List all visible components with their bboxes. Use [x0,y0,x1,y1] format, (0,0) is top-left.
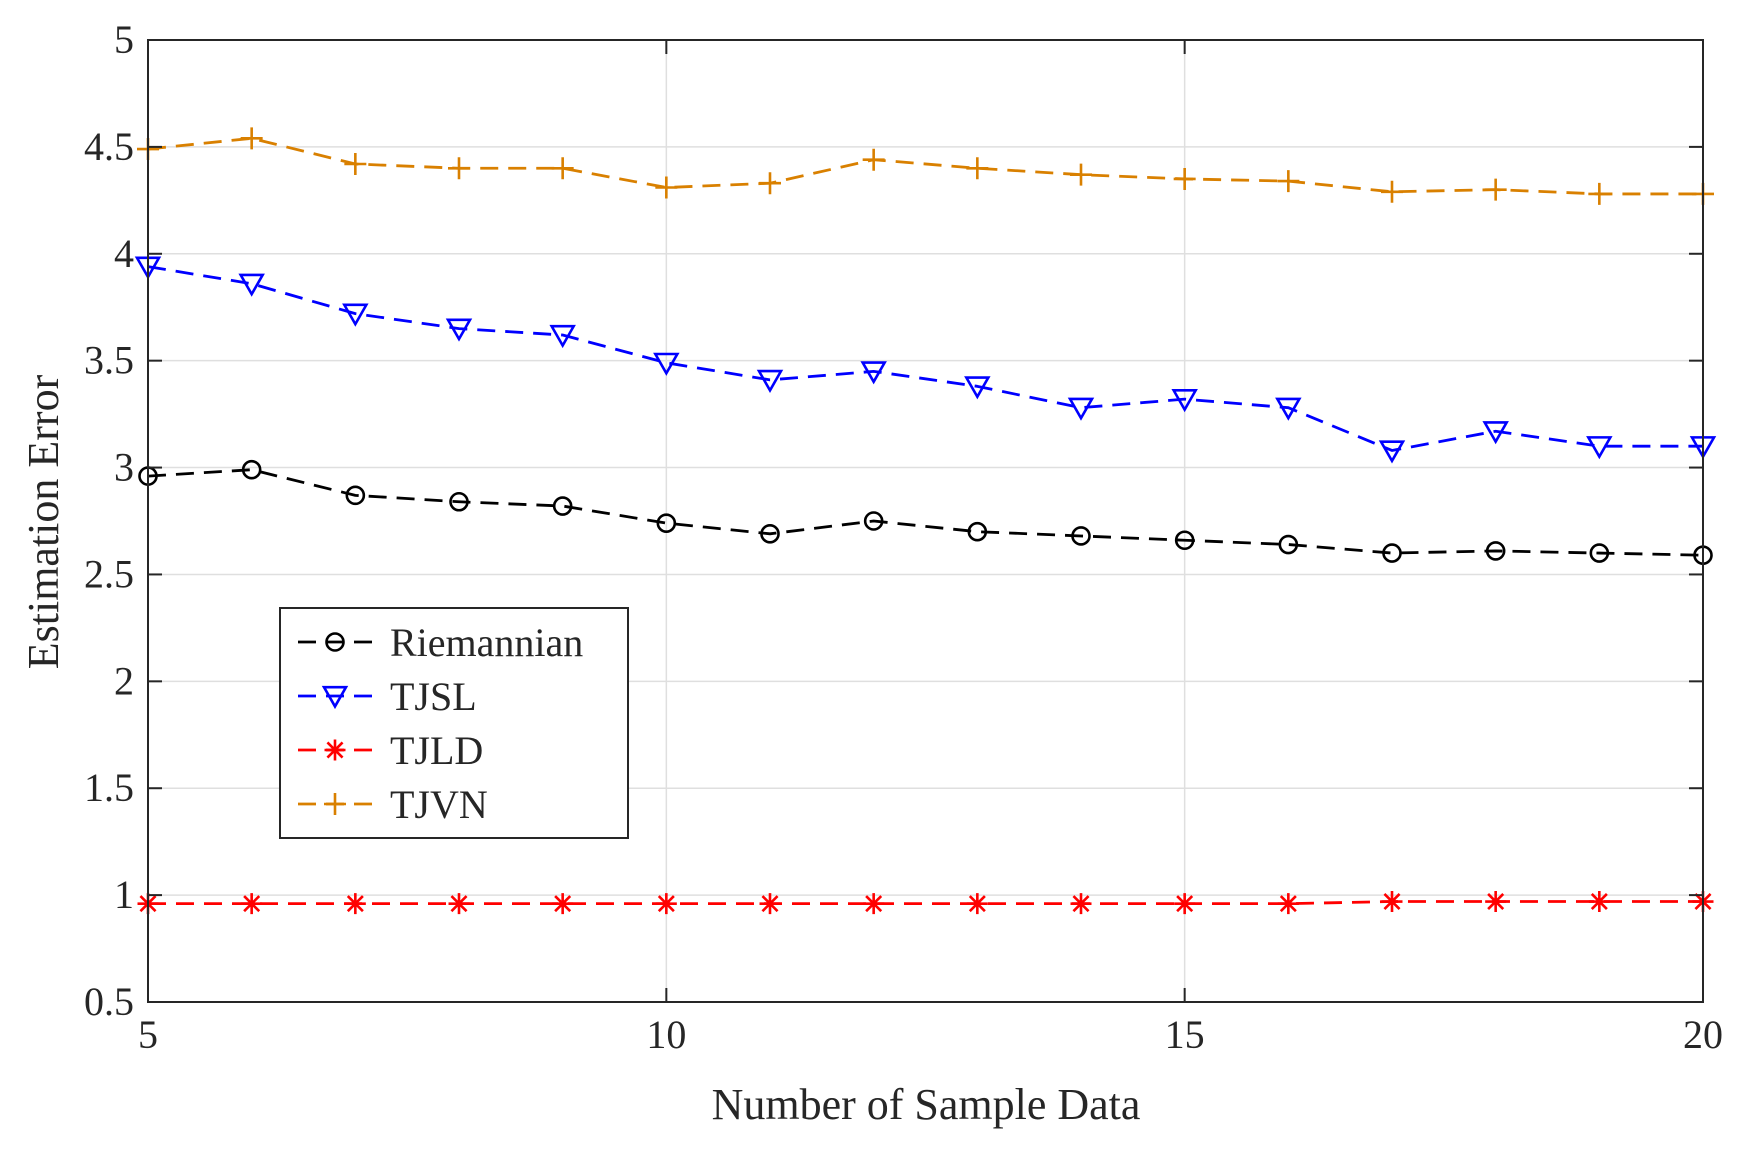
legend-label: Riemannian [390,620,583,665]
asterisk-marker [344,893,366,915]
asterisk-marker [1485,891,1507,913]
plus-marker [448,157,470,180]
plus-marker [324,793,346,815]
tick-labels: 5 10 15 20 0.5 1 1.5 2 2.5 3 3.5 4 4.5 5 [84,17,1723,1057]
triangle-marker [342,303,369,327]
triangle-marker [1482,421,1509,445]
y-tick-label: 0.5 [84,979,134,1024]
triangle-marker [860,361,887,385]
series-riemannian [138,459,1713,566]
triangle-marker [653,352,680,376]
asterisk-marker [1381,891,1403,913]
plus-marker [1173,167,1196,190]
plus-marker [1070,163,1092,186]
circle-marker [1382,543,1402,563]
plot-area-border [147,39,1704,1003]
y-tick-label: 4.5 [84,124,134,169]
plus-marker [1381,180,1403,203]
x-tick-label: 10 [646,1012,686,1057]
circle-marker [1071,526,1091,546]
y-tick-label: 4 [114,231,134,276]
plus-marker [759,172,781,195]
legend-box [279,607,629,839]
triangle-marker [238,273,265,297]
legend: Riemannian TJSL TJLD TJVN [279,607,629,839]
legend-label: TJLD [390,728,483,773]
plus-marker [655,176,678,199]
x-tick-label: 15 [1165,1012,1205,1057]
circle-marker [552,496,573,516]
series-line [147,265,1703,452]
triangle-marker [756,369,784,393]
asterisk-marker [324,739,346,761]
triangle-marker [1171,389,1198,413]
circle-marker [760,524,780,544]
y-axis-title: Estimation Error [19,374,68,669]
plus-marker [344,152,367,175]
asterisk-marker [759,893,781,915]
plus-marker [551,157,574,180]
plus-marker [966,157,989,180]
plus-marker [240,127,263,150]
circle-marker [656,513,677,533]
y-tick-label: 3 [114,445,134,490]
triangle-marker [1586,436,1613,460]
asterisk-marker [1174,893,1196,915]
x-tick-label: 5 [138,1012,158,1057]
circle-marker [241,459,262,480]
plus-marker [1484,178,1507,201]
legend-item: Riemannian [298,620,583,665]
asterisk-marker [1070,893,1092,915]
triangle-marker [445,318,473,342]
triangle-marker [1275,397,1302,421]
x-axis-title: Number of Sample Data [712,1080,1141,1129]
y-tick-label: 1 [114,872,134,917]
circle-marker [449,491,469,512]
circle-marker [1278,534,1299,555]
legend-label: TJVN [390,782,488,827]
triangle-marker [549,324,576,349]
plus-marker [1277,170,1300,193]
series-line [147,468,1704,557]
asterisk-marker [448,893,470,915]
circle-marker [1589,543,1610,563]
plot-frame [147,39,1704,1003]
y-tick-label: 2 [114,658,134,703]
series-line [148,900,1703,906]
circle-marker [1485,541,1506,561]
asterisk-marker [241,893,263,915]
y-tick-label: 5 [114,17,134,62]
plus-marker [862,148,885,171]
series-tjsl [134,256,1717,464]
triangle-marker [964,376,991,400]
asterisk-marker [655,893,677,915]
circle-marker [863,511,884,531]
legend-item: TJVN [298,782,488,827]
asterisk-marker [552,893,574,915]
asterisk-marker [1588,891,1610,913]
circle-marker [1174,530,1195,551]
asterisk-marker [863,893,885,915]
triangle-marker [1067,397,1095,421]
triangle-marker [1378,440,1406,464]
legend-item: TJSL [298,674,477,719]
y-tick-label: 2.5 [84,551,134,596]
x-tick-label: 20 [1683,1012,1723,1057]
circle-marker [325,632,345,652]
circle-marker [345,485,366,506]
triangle-marker [321,685,349,710]
asterisk-marker [966,893,988,915]
circle-marker [967,521,988,542]
y-tick-label: 1.5 [84,765,134,810]
y-tick-label: 3.5 [84,338,134,383]
legend-label: TJSL [390,674,477,719]
asterisk-marker [1277,893,1299,915]
series-line [147,136,1703,196]
plus-marker [1588,182,1611,205]
legend-item: TJLD [298,728,483,773]
